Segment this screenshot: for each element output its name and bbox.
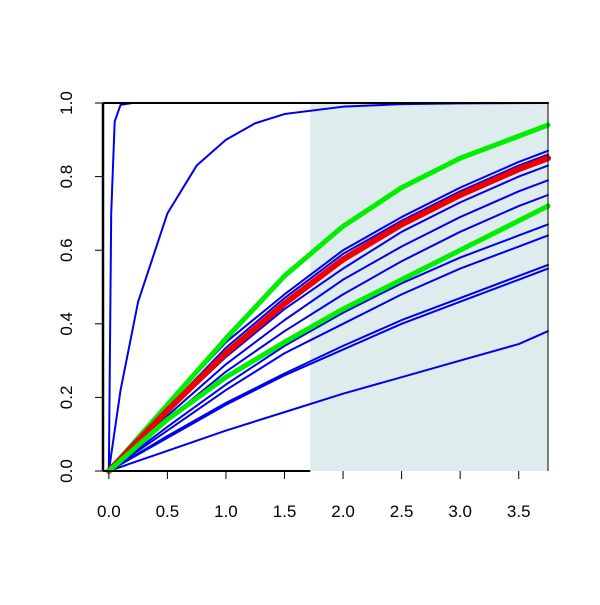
x-tick-label-3: 1.5 — [273, 502, 297, 521]
shaded-region — [310, 103, 548, 471]
series-lines — [105, 102, 551, 474]
series-line-15 — [106, 203, 551, 474]
y-tick-label-5: 1.0 — [57, 91, 76, 115]
x-tick-label-4: 2.0 — [331, 502, 355, 521]
y-tick-label-0: 0.0 — [57, 459, 76, 483]
series-line-11 — [107, 267, 549, 472]
x-tick-label-2: 1.0 — [214, 502, 238, 521]
series-line-13 — [106, 122, 551, 474]
background-layer — [310, 103, 548, 471]
series-line-6 — [107, 179, 549, 472]
series-line-12 — [107, 330, 549, 472]
y-tick-label-3: 0.6 — [57, 238, 76, 262]
series-line-9 — [107, 234, 549, 472]
series-line-14 — [105, 155, 551, 474]
axes: 0.0 0.5 1.0 1.5 2.0 2.5 3.0 3.5 0.0 0.2 0.4 0.6 0.8 1… — [57, 91, 549, 521]
y-tick-label-2: 0.4 — [57, 312, 76, 336]
series-line-8 — [107, 223, 549, 472]
x-tick-label-6: 3.0 — [448, 502, 472, 521]
series-line-10 — [107, 263, 549, 472]
y-tick-label-4: 0.8 — [57, 165, 76, 189]
x-tick-label-7: 3.5 — [507, 502, 531, 521]
y-tick-label-1: 0.2 — [57, 386, 76, 410]
x-tick-label-0: 0.0 — [97, 502, 121, 521]
x-tick-label-1: 0.5 — [156, 502, 180, 521]
x-tick-label-5: 2.5 — [390, 502, 414, 521]
